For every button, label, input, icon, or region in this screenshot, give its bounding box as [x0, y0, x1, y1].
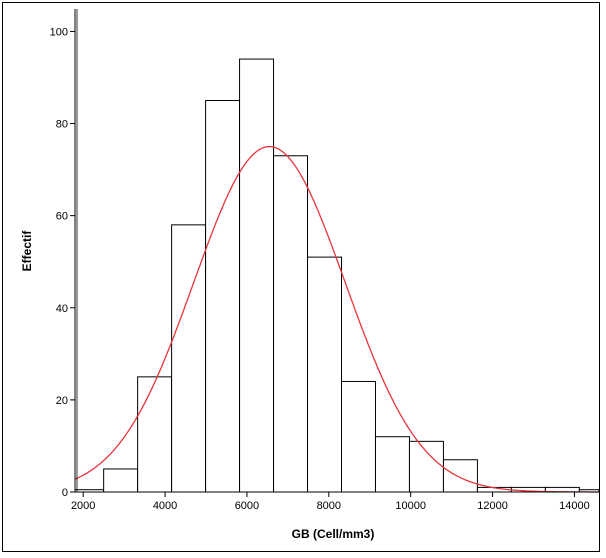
histogram-bars [74, 58, 599, 493]
histogram-bar [408, 440, 444, 493]
x-tick-label: 6000 [235, 500, 259, 512]
histogram-bar [273, 155, 309, 493]
histogram-bar [239, 58, 275, 493]
histogram-bar [137, 376, 173, 493]
x-tick-label: 14000 [559, 500, 590, 512]
x-tick-label: 4000 [153, 500, 177, 512]
histogram-chart: 0 20 40 60 80 100 2000 4000 6000 8000 10000 12000 1… [20, 9, 599, 541]
histogram-bar [374, 436, 410, 493]
y-tick-label: 100 [50, 26, 68, 38]
histogram-bar [307, 256, 343, 493]
x-axis-ticks: 2000 4000 6000 8000 10000 12000 14000 [71, 492, 590, 512]
axes [74, 9, 599, 493]
normal-curve [74, 145, 599, 493]
y-tick-label: 80 [56, 119, 68, 131]
x-tick-label: 8000 [317, 500, 341, 512]
y-tick-label: 40 [56, 303, 68, 315]
x-axis-label: GB (Cell/mm3) [292, 527, 375, 541]
histogram-bar [205, 100, 241, 493]
y-tick-label: 20 [56, 395, 68, 407]
chart-frame: 0 20 40 60 80 100 2000 4000 6000 8000 10000 12000 1… [2, 2, 600, 552]
y-tick-label: 60 [56, 211, 68, 223]
histogram-bar [103, 468, 139, 493]
x-tick-label: 12000 [477, 500, 508, 512]
y-axis-label: Effectif [20, 230, 34, 272]
histogram-bar [341, 380, 376, 493]
x-tick-label: 10000 [395, 500, 426, 512]
histogram-bar [442, 459, 478, 493]
x-tick-label: 2000 [71, 500, 95, 512]
y-tick-label: 0 [62, 487, 68, 499]
y-axis-ticks: 0 20 40 60 80 100 [50, 26, 75, 499]
